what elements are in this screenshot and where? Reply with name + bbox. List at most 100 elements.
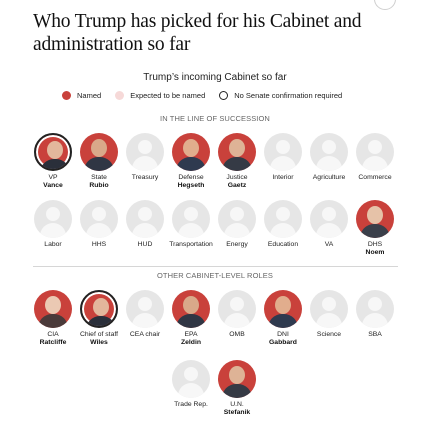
role-label: Transportation [169,241,213,248]
person-placeholder-icon [172,360,210,398]
person-placeholder-icon [80,200,118,238]
portrait-avatar [218,360,256,398]
cabinet-slot: State Rubio [71,133,127,190]
role-label: Chief of staff [79,331,119,338]
cabinet-slot: Treasury [117,133,173,182]
portrait-avatar [172,133,210,171]
legend: Named Expected to be named No Senate con… [62,91,356,100]
portrait-avatar [172,290,210,328]
person-placeholder-icon [34,200,72,238]
person-placeholder-icon [310,290,348,328]
cabinet-slot: Transportation [163,200,219,249]
cabinet-slot: Agriculture [301,133,357,182]
cabinet-slot: Justice Gaetz [209,133,265,190]
headline: Who Trump has picked for his Cabinet and… [33,11,362,55]
cabinet-slot: Interior [255,133,311,182]
legend-named-label: Named [77,91,102,100]
person-placeholder-icon [218,290,256,328]
role-label: HHS [91,241,107,248]
legend-no-senate-label: No Senate confirmation required [234,91,343,100]
person-name: Stefanik [223,409,251,416]
person-name: Ratcliffe [39,339,67,346]
person-name: Hegseth [177,182,205,189]
person-placeholder-icon [310,133,348,171]
cabinet-slot: CIA Ratcliffe [25,290,81,347]
cabinet-slot: Energy [209,200,265,249]
role-label: CEA chair [129,331,161,338]
person-placeholder-icon [126,200,164,238]
legend-expected: Expected to be named [115,91,205,100]
legend-named: Named [62,91,101,100]
role-label: VP [48,174,58,181]
section-label-succession: IN THE LINE OF SUCCESSION [160,114,270,123]
cabinet-slot: HHS [71,200,127,249]
person-placeholder-icon [310,200,348,238]
corner-circle-icon [374,0,396,10]
role-label: DHS [367,241,383,248]
portrait-avatar [80,133,118,171]
person-placeholder-icon [126,290,164,328]
role-label: Defense [178,174,204,181]
role-label: U.N. [230,401,244,408]
cabinet-slot: DNI Gabbard [255,290,311,347]
cabinet-slot: EPA Zeldin [163,290,219,347]
role-label: OMB [229,331,245,338]
cabinet-slot: Defense Hegseth [163,133,219,190]
role-label: State [91,174,107,181]
role-label: Treasury [131,174,159,181]
chart-subtitle: Trump’s incoming Cabinet so far [143,72,287,83]
named-dot-icon [62,91,71,100]
cabinet-slot: Education [255,200,311,249]
cabinet-slot: VA [301,200,357,249]
person-name: Gabbard [269,339,297,346]
role-label: Agriculture [312,174,346,181]
cabinet-slot: Science [301,290,357,339]
portrait-avatar [218,133,256,171]
person-name: Zeldin [180,339,201,346]
legend-expected-label: Expected to be named [130,91,206,100]
role-label: HUD [137,241,153,248]
ring-icon [219,91,229,100]
person-name: Vance [43,182,63,189]
person-placeholder-icon [356,290,394,328]
section-label-other: OTHER CABINET-LEVEL ROLES [156,271,273,280]
person-placeholder-icon [126,133,164,171]
cabinet-slot: Labor [25,200,81,249]
cabinet-slot: Commerce [347,133,403,182]
portrait-avatar [34,290,72,328]
section-divider [33,266,398,267]
cabinet-slot: HUD [117,200,173,249]
portrait-avatar [34,133,72,171]
person-placeholder-icon [356,133,394,171]
role-label: Energy [226,241,248,248]
person-name: Gaetz [227,182,247,189]
cabinet-slot: CEA chair [117,290,173,339]
cabinet-slot: SBA [347,290,403,339]
portrait-avatar [356,200,394,238]
role-label: Education [267,241,299,248]
person-placeholder-icon [218,200,256,238]
role-label: CIA [47,331,59,338]
expected-dot-icon [115,91,125,100]
role-label: Trade Rep. [174,401,208,408]
portrait-avatar [264,290,302,328]
cabinet-slot: Trade Rep. [163,360,219,409]
cabinet-slot: VP Vance [25,133,81,190]
person-placeholder-icon [172,200,210,238]
person-placeholder-icon [264,200,302,238]
legend-no-senate: No Senate confirmation required [219,91,342,100]
role-label: Justice [226,174,248,181]
role-label: Science [316,331,342,338]
role-label: Interior [272,174,294,181]
person-placeholder-icon [264,133,302,171]
cabinet-slot: Chief of staff Wiles [71,290,127,347]
role-label: Labor [44,241,62,248]
person-name: Wiles [90,339,108,346]
role-label: VA [324,241,334,248]
role-label: Commerce [358,174,392,181]
role-label: SBA [368,331,382,338]
portrait-avatar [80,290,118,328]
cabinet-slot: DHS Noem [347,200,403,257]
cabinet-slot: OMB [209,290,265,339]
person-name: Noem [365,249,385,256]
